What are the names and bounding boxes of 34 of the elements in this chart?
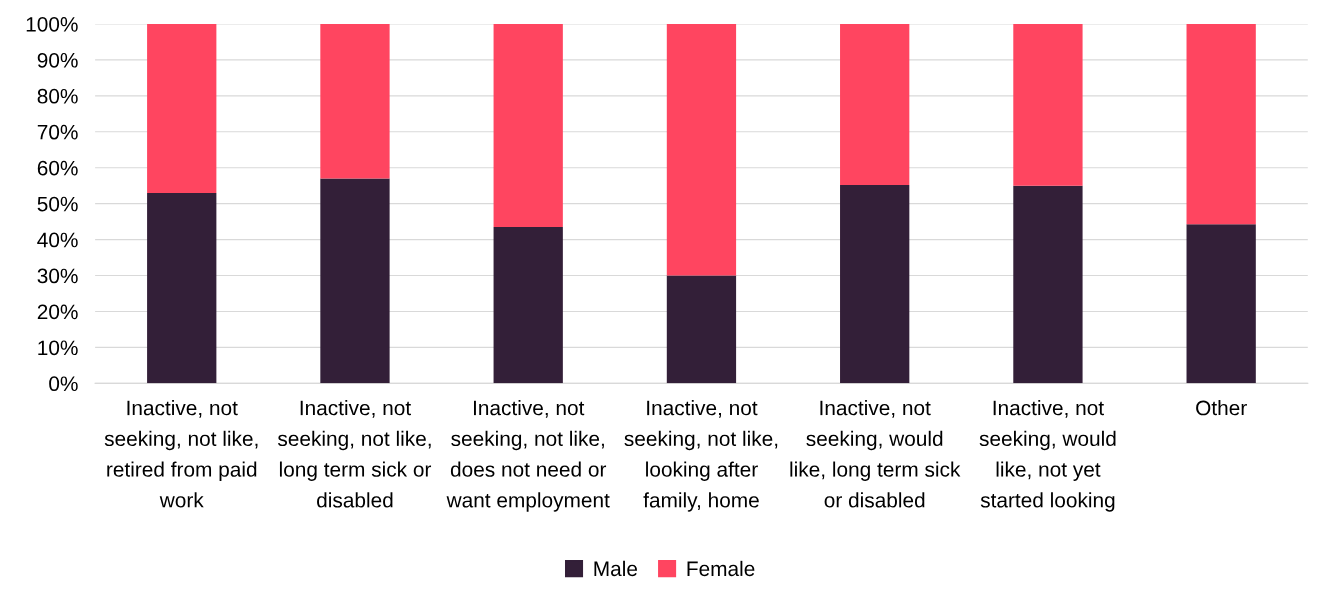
bar <box>666 23 737 276</box>
y-tick-label: 20% <box>37 304 78 320</box>
bar <box>147 192 217 384</box>
bar <box>147 23 217 193</box>
x-tick-label: Other <box>1196 400 1247 416</box>
x-tick-label: Inactive, not seeking, not like, looking after family, home <box>624 400 778 512</box>
x-tick-label: Inactive, not seeking, not like, does not need or want employment <box>446 400 610 512</box>
y-tick-label: 30% <box>37 268 78 284</box>
x-tick-label: Inactive, not seeking, not like, retired from paid work <box>104 400 258 508</box>
y-tick-label: 10% <box>38 340 78 356</box>
x-tick-label: Inactive, not seeking, would like, long term sick or disabled <box>790 400 961 508</box>
bar <box>1186 224 1256 384</box>
legend-label: Female <box>687 560 755 577</box>
y-tick-label: 90% <box>37 52 78 68</box>
legend-label: Male <box>594 560 638 577</box>
bar <box>840 184 910 384</box>
bar <box>666 275 737 384</box>
y-tick-label: 70% <box>37 124 78 140</box>
bar <box>320 23 390 179</box>
bar <box>320 178 390 384</box>
bar <box>493 227 563 384</box>
x-tick-label: Inactive, not seeking, not like, long term sick or disabled <box>277 400 432 508</box>
bar <box>1186 23 1256 225</box>
bar <box>493 23 563 228</box>
y-tick-label: 50% <box>37 196 78 212</box>
y-tick-label: 40% <box>37 232 78 248</box>
bar <box>840 23 910 185</box>
bar <box>1013 185 1083 384</box>
x-tick-label: Inactive, not seeking, would like, not yet started looking <box>979 400 1116 512</box>
bar <box>1013 23 1083 186</box>
y-tick-label: 60% <box>37 160 78 176</box>
y-tick-label: 0% <box>49 376 78 392</box>
y-tick-label: 100% <box>26 16 78 32</box>
y-tick-label: 80% <box>37 88 78 104</box>
